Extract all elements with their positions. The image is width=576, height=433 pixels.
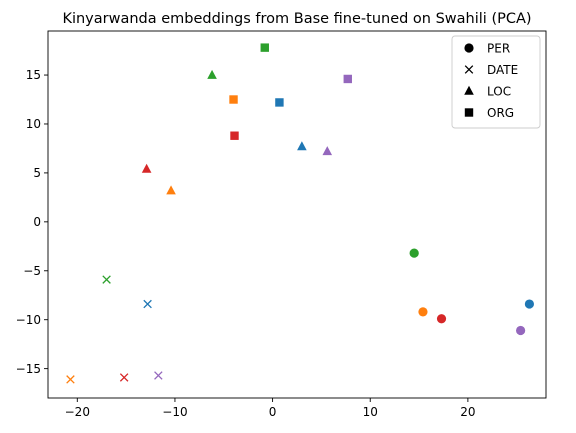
legend-label: DATE [487,63,518,77]
data-point-x [154,371,163,380]
data-point-circle [516,325,526,336]
data-point-triangle [322,146,333,156]
data-point-x [102,275,111,284]
legend-marker-x [464,65,474,74]
legend-label: PER [487,41,510,55]
y-tick-label: 0 [33,215,41,229]
legend-label: LOC [487,84,511,98]
data-point-x [143,299,152,309]
data-point-triangle [141,163,152,173]
legend-marker-circle [464,43,474,53]
data-point-circle [436,314,447,324]
data-point-square [260,43,269,52]
data-point-triangle [166,185,176,195]
data-point-square [275,98,284,107]
data-point-square [229,95,238,104]
x-tick-label: 0 [269,405,277,419]
legend-marker-square [464,108,474,117]
data-point-circle [418,307,428,317]
x-tick-label: −10 [162,405,187,419]
data-point-triangle [207,69,217,79]
x-tick-label: 10 [363,405,378,419]
y-axis: −15 −10 −5 0 5 10 15 [16,68,48,376]
y-tick-label: −15 [16,362,41,376]
chart-title: Kinyarwanda embeddings from Base fine-tu… [62,11,531,27]
legend-box [451,35,541,129]
data-point-circle [524,299,535,309]
plot-frame [47,30,547,399]
x-tick-label: 20 [460,405,475,419]
data-point-square [230,131,239,140]
data-point-square [343,74,352,84]
y-tick-label: 15 [26,68,41,82]
y-tick-label: −5 [23,264,41,278]
legend: PER DATE LOC ORG [451,35,541,129]
legend-label: ORG [487,106,514,120]
x-axis: −20 −10 0 10 20 [65,398,476,419]
y-tick-label: 5 [33,166,41,180]
data-point-triangle [297,141,307,151]
legend-marker-triangle [464,85,474,95]
data-point-circle [409,248,419,258]
y-tick-label: −10 [16,313,41,327]
data-point-x [66,375,75,384]
data-point-x [119,373,129,382]
data-points [66,43,535,384]
y-tick-label: 10 [26,117,41,131]
x-tick-label: −20 [65,405,90,419]
